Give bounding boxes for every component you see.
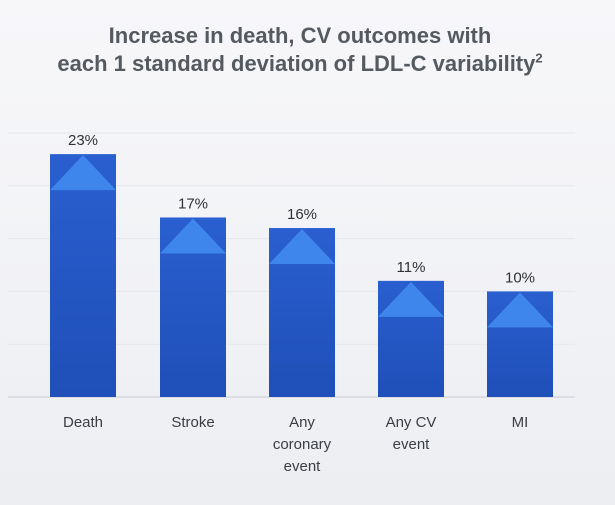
bar-4-value-label: 11% [397, 259, 426, 276]
category-label-2-line-1: Stroke [171, 414, 214, 431]
chart-title-line-2-text: each 1 standard deviation of LDL-C varia… [57, 51, 536, 76]
bar-group-3: 16% Any coronary event [269, 206, 335, 475]
bar-group-5: 10% MI [487, 269, 553, 431]
bar-group-4: 11% Any CV event [378, 259, 444, 453]
category-label-1: Death [63, 414, 103, 431]
category-label-1-line-1: Death [63, 414, 103, 431]
bar-4-arrow-icon [378, 281, 444, 317]
category-label-3-line-2: coronary [273, 436, 332, 453]
bar-5-arrow-icon [487, 292, 553, 328]
bar-group-1: 23% Death [50, 132, 116, 431]
chart-title-line-1: Increase in death, CV outcomes with [108, 23, 492, 48]
category-label-4-line-2: event [393, 436, 431, 453]
bar-1 [50, 154, 116, 397]
category-label-5: MI [512, 414, 529, 431]
bar-1-arrow-icon [50, 155, 116, 191]
category-label-3-line-1: Any [289, 414, 315, 431]
category-label-4-line-1: Any CV [386, 414, 437, 431]
category-label-5-line-1: MI [512, 414, 529, 431]
bar-5-value-label: 10% [505, 269, 535, 286]
bar-3-arrow-icon [269, 229, 335, 265]
bar-2-arrow-icon [160, 218, 226, 254]
bar-2-value-label: 17% [178, 195, 208, 212]
chart-title: Increase in death, CV outcomes with each… [0, 22, 600, 78]
chart-title-line-2: each 1 standard deviation of LDL-C varia… [0, 50, 600, 78]
bar-1-value-label: 23% [68, 132, 98, 149]
chart-title-superscript: 2 [535, 50, 543, 66]
category-label-3: Any coronary event [273, 414, 332, 475]
category-label-2: Stroke [171, 414, 214, 431]
category-label-3-line-3: event [284, 458, 322, 475]
bar-group-2: 17% Stroke [160, 195, 226, 431]
category-label-4: Any CV event [386, 414, 437, 453]
bar-3-value-label: 16% [287, 206, 317, 223]
